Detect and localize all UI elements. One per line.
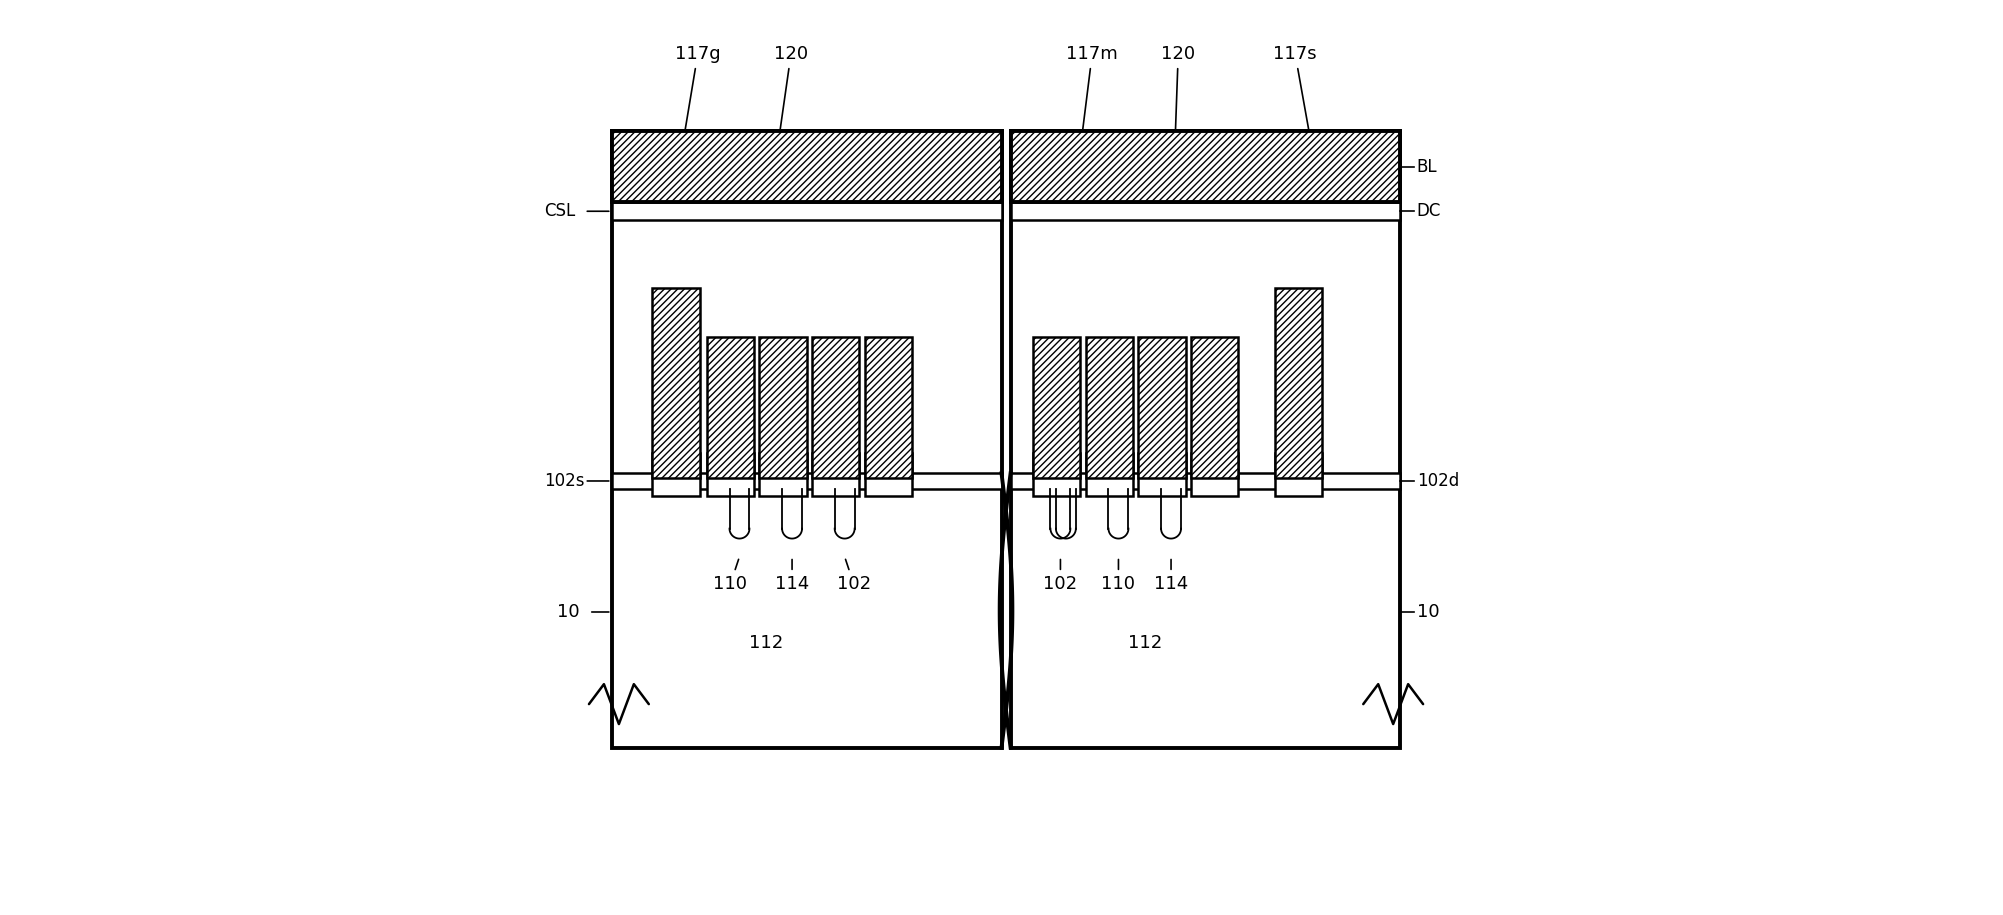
Text: 117s: 117s xyxy=(1274,45,1318,160)
Text: 114: 114 xyxy=(775,559,809,593)
Text: 102s: 102s xyxy=(543,472,585,490)
Bar xyxy=(1192,454,1238,496)
Bar xyxy=(1034,454,1080,496)
Bar xyxy=(707,338,753,478)
Bar xyxy=(653,454,699,496)
Bar xyxy=(1276,287,1322,478)
Text: 102: 102 xyxy=(837,559,871,593)
Bar xyxy=(1012,202,1400,221)
Text: 112: 112 xyxy=(749,634,783,651)
Text: BL: BL xyxy=(1416,157,1438,176)
Bar xyxy=(611,131,1002,748)
Bar xyxy=(1012,131,1400,202)
Text: CSL: CSL xyxy=(543,202,575,221)
Bar xyxy=(759,454,807,496)
Bar xyxy=(811,454,859,496)
Text: 117m: 117m xyxy=(1066,45,1118,160)
Text: 120: 120 xyxy=(1162,45,1196,160)
Bar xyxy=(611,473,1002,489)
Bar xyxy=(1012,473,1400,489)
Bar xyxy=(611,202,1002,221)
Text: 110: 110 xyxy=(713,559,747,593)
Bar xyxy=(865,338,911,478)
Bar xyxy=(1034,338,1080,478)
Text: 112: 112 xyxy=(1128,634,1162,651)
Bar xyxy=(1276,454,1322,496)
Text: DC: DC xyxy=(1416,202,1440,221)
Bar xyxy=(653,287,699,478)
Text: 120: 120 xyxy=(773,45,807,160)
Bar xyxy=(1012,131,1400,748)
Bar xyxy=(1138,454,1186,496)
Bar xyxy=(707,454,753,496)
Text: 10: 10 xyxy=(557,603,579,621)
Bar xyxy=(865,454,911,496)
Bar xyxy=(1138,338,1186,478)
Text: 102: 102 xyxy=(1044,559,1078,593)
Bar xyxy=(811,338,859,478)
Bar xyxy=(611,131,1002,202)
Text: 110: 110 xyxy=(1102,559,1136,593)
Text: 117g: 117g xyxy=(675,45,721,160)
Bar xyxy=(1192,338,1238,478)
Bar xyxy=(759,338,807,478)
Text: 10: 10 xyxy=(1416,603,1440,621)
Text: 114: 114 xyxy=(1154,559,1188,593)
Bar xyxy=(1086,454,1134,496)
Bar xyxy=(1086,338,1134,478)
Text: 102d: 102d xyxy=(1416,472,1458,490)
